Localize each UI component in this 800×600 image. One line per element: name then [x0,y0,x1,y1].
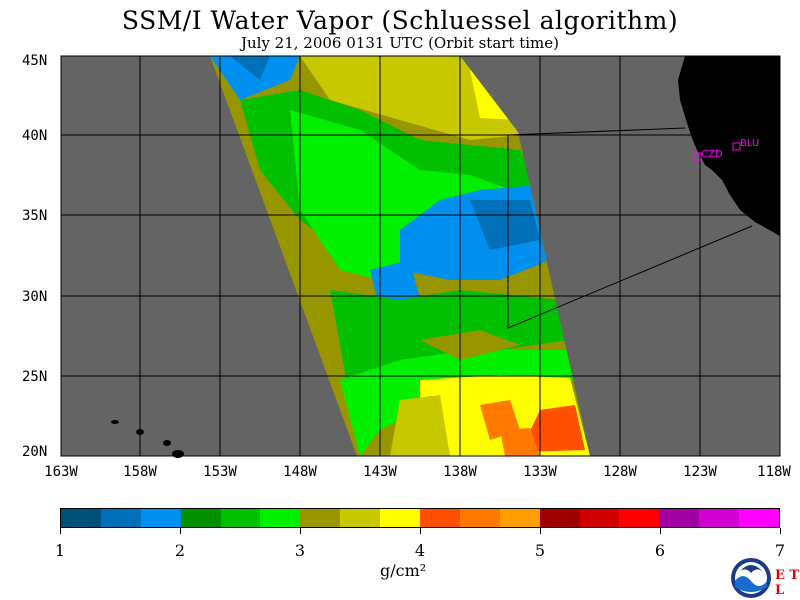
colorbar-swatch [61,509,101,527]
colorbar-tick [60,528,61,534]
colorbar-tick-label: 1 [54,541,66,560]
colorbar-tick-label: 4 [414,541,426,560]
lon-label: 153W [203,464,237,480]
colorbar [60,508,780,528]
lat-label: 45N [22,53,47,69]
lat-label: 30N [22,289,47,305]
colorbar-swatch [739,509,780,527]
lon-label: 148W [283,464,317,480]
lon-label: 128W [603,464,637,480]
colorbar-swatch [619,509,660,527]
lon-label: 163W [44,464,78,480]
colorbar-tick-label: 2 [174,541,186,560]
lat-label: 35N [22,208,47,224]
colorbar-swatch [420,509,460,527]
colorbar-swatch [380,509,421,527]
colorbar-tick-label: 7 [774,541,786,560]
colorbar-tick [300,528,301,534]
colorbar-tick [180,528,181,534]
flight-track [507,127,753,329]
colorbar-swatch [260,509,301,527]
colorbar-units: g/cm² [380,561,427,580]
station-blu: BLU [732,138,759,151]
colorbar-tick [420,528,421,534]
etl-mark: E T L [775,568,800,598]
lon-label: 123W [683,464,717,480]
lon-label: 158W [123,464,157,480]
latitude-labels: 45N 40N 35N 30N 25N 20N [22,53,47,460]
map-frame [60,55,781,457]
colorbar-swatch [499,509,540,527]
colorbar-swatch [699,509,740,527]
colorbar-swatch [300,509,341,527]
colorbar-swatch [459,509,500,527]
colorbar-tick [780,528,781,534]
lat-label: 40N [22,128,47,144]
colorbar-tick-label: 5 [534,541,546,560]
graticule [61,56,780,456]
colorbar-tick-label: 3 [294,541,306,560]
lat-label: 25N [22,369,47,385]
longitude-labels: 163W 158W 153W 148W 143W 138W 133W 128W … [44,464,791,480]
colorbar-swatch [579,509,620,527]
lon-label: 143W [363,464,397,480]
lon-label: 133W [523,464,557,480]
colorbar-swatch [659,509,700,527]
colorbar-swatch [220,509,261,527]
noaa-logo [731,558,771,598]
station-czd: CZD [693,149,723,161]
colorbar-tick [540,528,541,534]
colorbar-tick-label: 6 [654,541,666,560]
colorbar-swatch [180,509,221,527]
colorbar-swatch [340,509,381,527]
station-czd-label: CZD [701,149,723,160]
colorbar-swatch [140,509,181,527]
lon-label: 118W [757,464,791,480]
colorbar-swatch [100,509,141,527]
colorbar-swatch [539,509,580,527]
north-america-land [678,56,780,236]
colorbar-tick [660,528,661,534]
map-title: SSM/I Water Vapor (Schluessel algorithm) [121,6,679,35]
lat-label: 20N [22,444,47,460]
lon-label: 138W [443,464,477,480]
station-blu-label: BLU [740,138,759,149]
map-subtitle: July 21, 2006 0131 UTC (Orbit start time… [240,34,560,52]
